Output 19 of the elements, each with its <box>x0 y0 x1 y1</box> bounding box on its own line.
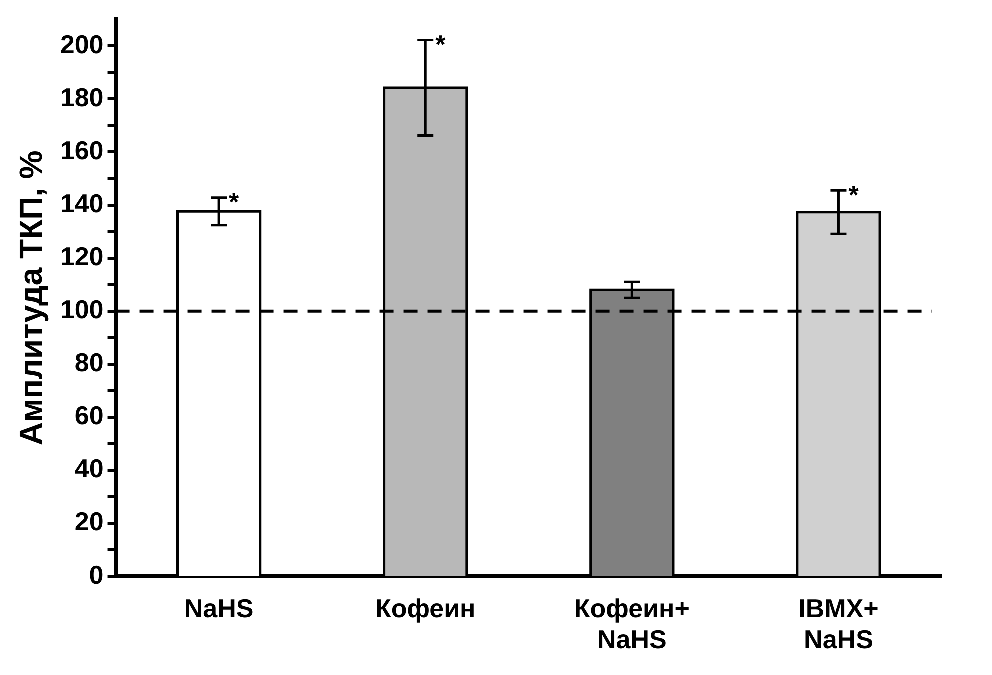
y-tick-label: 120 <box>60 241 104 272</box>
x-tick-label: IBMX+ NaHS <box>798 593 879 655</box>
y-tick-label: 100 <box>60 294 104 325</box>
y-tick-label: 60 <box>74 400 104 431</box>
y-axis-title: Амплитуда ТКП, % <box>13 150 50 446</box>
x-tick-label: Кофеин+ NaHS <box>574 593 690 655</box>
y-tick-label: 200 <box>60 29 104 60</box>
annotation: * <box>848 180 860 210</box>
y-tick-label: 80 <box>74 348 104 378</box>
x-tick-label: Кофеин <box>375 593 476 624</box>
y-tick-label: 160 <box>60 135 104 166</box>
y-tick-label: 180 <box>60 82 104 112</box>
y-tick-label: 20 <box>74 506 104 537</box>
x-tick-label: NaHS <box>184 593 254 624</box>
y-tick-label: 140 <box>60 188 104 218</box>
annotation: * <box>436 29 447 60</box>
annotation: * <box>229 187 240 218</box>
y-tick-label: 0 <box>89 560 104 590</box>
y-tick-label: 40 <box>74 454 104 484</box>
